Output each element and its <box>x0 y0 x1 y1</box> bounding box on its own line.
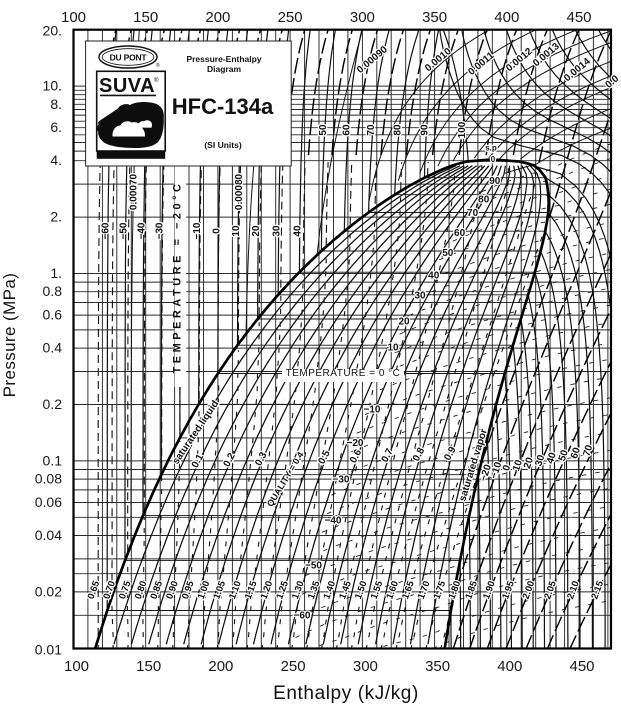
svg-text:400: 400 <box>494 9 519 26</box>
svg-text:300: 300 <box>350 9 375 26</box>
svg-text:®: ® <box>156 62 160 69</box>
svg-text:SUVA: SUVA <box>99 75 155 97</box>
svg-text:HFC-134a: HFC-134a <box>172 94 274 119</box>
svg-text:−60: −60 <box>294 611 311 622</box>
svg-text:(SI Units): (SI Units) <box>204 140 241 150</box>
svg-text:90: 90 <box>420 124 431 136</box>
svg-text:400: 400 <box>497 658 522 675</box>
svg-text:0.1: 0.1 <box>43 452 63 468</box>
svg-text:4.: 4. <box>50 152 62 168</box>
svg-text:40: 40 <box>545 451 559 465</box>
svg-text:0: 0 <box>501 463 513 472</box>
svg-text:150: 150 <box>136 658 161 675</box>
svg-text:80: 80 <box>478 194 490 205</box>
svg-text:200: 200 <box>205 9 230 26</box>
svg-text:30: 30 <box>533 453 547 467</box>
svg-text:100: 100 <box>457 121 468 138</box>
svg-text:450: 450 <box>569 658 594 675</box>
svg-text:−50: −50 <box>305 560 322 571</box>
svg-text:−40: −40 <box>325 515 342 526</box>
svg-text:10.: 10. <box>43 78 62 94</box>
svg-text:80: 80 <box>393 124 404 136</box>
svg-text:s.p: s.p <box>485 144 497 153</box>
svg-text:−10: −10 <box>364 404 381 415</box>
svg-text:90: 90 <box>489 176 501 187</box>
svg-text:0.04: 0.04 <box>35 527 62 543</box>
svg-text:8.: 8. <box>50 96 62 112</box>
svg-text:6.: 6. <box>50 119 62 135</box>
svg-text:Diagram: Diagram <box>207 64 241 74</box>
svg-text:TEMPERATURE = −20°C: TEMPERATURE = −20°C <box>171 181 183 374</box>
svg-text:50: 50 <box>318 124 329 136</box>
svg-text:2.: 2. <box>50 209 62 225</box>
svg-text:0.08: 0.08 <box>35 471 62 487</box>
svg-text:20: 20 <box>398 317 410 328</box>
svg-text:TEMPERATURE = 0 °C: TEMPERATURE = 0 °C <box>286 368 401 379</box>
svg-text:−10: −10 <box>192 222 203 239</box>
svg-text:−20: −20 <box>347 438 364 449</box>
svg-text:Pressure (MPa): Pressure (MPa) <box>0 273 19 398</box>
svg-text:−30: −30 <box>155 222 166 239</box>
svg-text:60: 60 <box>454 228 466 239</box>
svg-text:350: 350 <box>422 9 447 26</box>
svg-text:1.: 1. <box>50 265 62 281</box>
svg-text:Pressure-Enthalpy: Pressure-Enthalpy <box>186 54 261 64</box>
svg-text:20: 20 <box>522 456 536 470</box>
svg-text:0.00070: 0.00070 <box>129 173 140 210</box>
svg-text:−50: −50 <box>118 222 129 239</box>
svg-text:10: 10 <box>387 343 399 354</box>
svg-text:70: 70 <box>581 443 595 457</box>
svg-text:0.01: 0.01 <box>35 641 62 657</box>
svg-text:0.02: 0.02 <box>35 583 62 599</box>
svg-text:10: 10 <box>511 458 525 472</box>
svg-text:300: 300 <box>353 658 378 675</box>
svg-text:60: 60 <box>341 124 352 136</box>
svg-text:70: 70 <box>366 124 377 136</box>
svg-text:−60: −60 <box>101 222 112 239</box>
svg-text:DU PONT: DU PONT <box>110 53 148 63</box>
svg-text:20.: 20. <box>43 23 62 39</box>
svg-text:0.2: 0.2 <box>43 396 63 412</box>
svg-text:0: 0 <box>211 228 222 234</box>
svg-text:150: 150 <box>133 9 158 26</box>
svg-text:10: 10 <box>231 225 242 237</box>
svg-text:−30: −30 <box>333 475 350 486</box>
svg-text:−40: −40 <box>136 222 147 239</box>
svg-text:100: 100 <box>64 658 89 675</box>
svg-text:30: 30 <box>414 291 426 302</box>
svg-text:450: 450 <box>566 9 591 26</box>
svg-text:0.6: 0.6 <box>43 307 63 323</box>
svg-text:0.8: 0.8 <box>43 283 63 299</box>
svg-text:Enthalpy (kJ/kg): Enthalpy (kJ/kg) <box>273 683 419 704</box>
svg-text:30: 30 <box>271 225 282 237</box>
svg-text:0.4: 0.4 <box>43 340 63 356</box>
svg-text:40: 40 <box>293 225 304 237</box>
svg-text:100: 100 <box>61 9 86 26</box>
svg-text:0: 0 <box>491 155 496 164</box>
svg-text:0.00080: 0.00080 <box>234 173 245 210</box>
svg-text:60: 60 <box>569 446 583 460</box>
svg-text:40: 40 <box>428 270 440 281</box>
svg-text:200: 200 <box>208 658 233 675</box>
svg-text:70: 70 <box>467 208 479 219</box>
svg-text:50: 50 <box>442 248 454 259</box>
svg-text:350: 350 <box>425 658 450 675</box>
svg-text:50: 50 <box>557 448 571 462</box>
svg-text:0.06: 0.06 <box>35 494 62 510</box>
svg-text:250: 250 <box>278 9 303 26</box>
svg-text:250: 250 <box>281 658 306 675</box>
svg-text:®: ® <box>154 77 159 84</box>
svg-text:20: 20 <box>251 225 262 237</box>
